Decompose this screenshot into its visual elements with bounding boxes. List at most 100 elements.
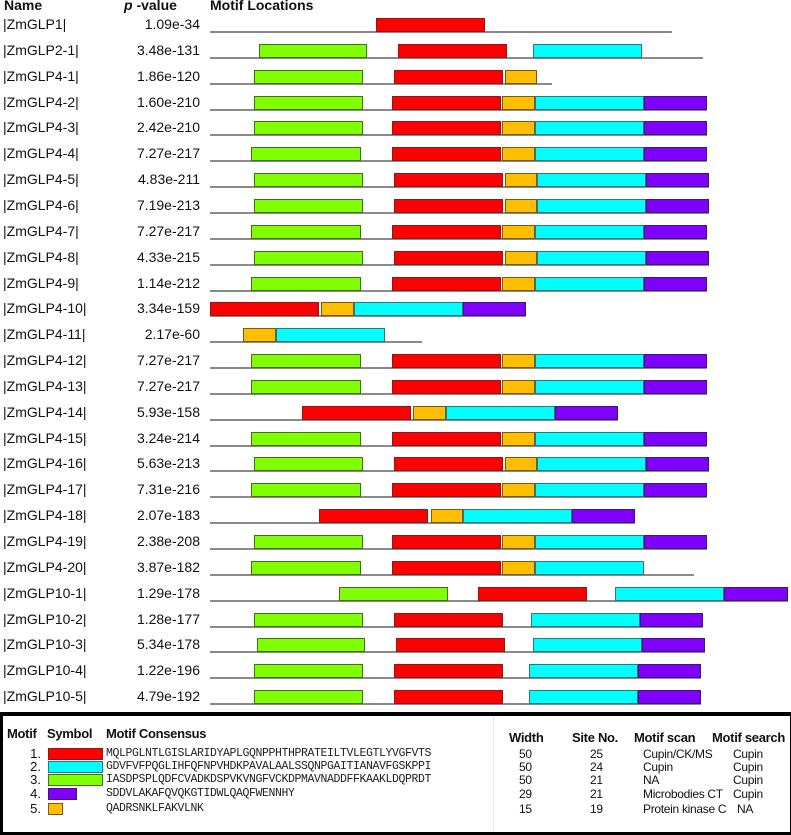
legend-header-symbol: Symbol <box>47 726 93 741</box>
legend-width: 15 <box>519 802 532 816</box>
sequence-row: |ZmGLP4-10| 3.34e-159 <box>0 297 791 323</box>
sequence-row: |ZmGLP4-6| 7.19e-213 <box>0 194 791 220</box>
legend-row: 2. GDVFVFPQGLIHFQFNPVHDKPAVALAALSSQNPGAIT… <box>3 759 790 774</box>
column-header-pvalue: p -value <box>124 0 177 13</box>
legend-motif-consensus: QADRSNKLFAKVLNK <box>106 802 204 815</box>
pvalue-italic-p: p <box>124 0 133 13</box>
motif-3-block <box>254 69 363 84</box>
motif-2-block <box>276 328 385 343</box>
sequence-pvalue: 1.29e-178 <box>136 584 200 601</box>
motif-2-block <box>535 535 644 549</box>
sequence-row: |ZmGLP10-3| 5.34e-178 <box>0 633 791 659</box>
motif-5-block <box>502 95 535 110</box>
sequence-row: |ZmGLP10-5| 4.79e-192 <box>0 685 791 711</box>
motif-1-block <box>376 18 485 32</box>
motif-4-block <box>638 690 701 705</box>
motif-4-block <box>644 121 707 136</box>
motif-3-block <box>254 612 363 627</box>
sequence-line <box>210 703 701 706</box>
sequence-row: |ZmGLP10-2| 1.28e-177 <box>0 608 791 634</box>
legend-motif-scan: Protein kinase C <box>643 802 727 816</box>
sequence-name: |ZmGLP4-18| <box>3 507 87 524</box>
legend-row: 3. IASDPSPLQDFCVADKDSPVKVNGFVCKDPMAVNADDF… <box>3 772 790 787</box>
motif-2-block <box>446 405 555 420</box>
sequence-row: |ZmGLP4-2| 1.60e-210 <box>0 91 791 117</box>
sequence-pvalue: 5.93e-158 <box>136 403 200 420</box>
motif-1-block <box>392 147 501 162</box>
sequence-line <box>210 548 707 550</box>
motif-4-block <box>644 147 707 162</box>
sequence-line <box>210 392 707 395</box>
motif-3-block <box>257 638 365 653</box>
sequence-line <box>210 211 709 214</box>
motif-5-block <box>505 250 537 265</box>
motif-1-block <box>478 586 587 601</box>
legend-width: 50 <box>519 773 532 787</box>
motif-3-block <box>254 690 363 705</box>
legend-motif-consensus: SDDVLAKAFQVQKGTIDWLQAQFWENNHY <box>106 787 295 800</box>
legend-site-no: 21 <box>590 787 603 801</box>
sequence-pvalue: 3.34e-159 <box>136 300 200 317</box>
sequence-name: |ZmGLP4-19| <box>3 533 87 549</box>
motif-1-block <box>394 690 503 705</box>
motif-5-block <box>502 354 535 369</box>
motif-4-block <box>724 586 788 601</box>
motif-4-block <box>646 457 709 472</box>
sequence-line <box>210 496 707 499</box>
motif-1-block <box>394 198 503 213</box>
sequence-row: |ZmGLP4-12| 7.27e-217 <box>0 349 791 375</box>
motif-2-block <box>535 560 644 575</box>
legend-header-motif: Motif <box>7 726 37 741</box>
motif-1-block <box>392 560 501 575</box>
sequence-name: |ZmGLP4-16| <box>3 455 87 472</box>
motif-1-block <box>392 431 501 446</box>
sequence-name: |ZmGLP10-5| <box>3 688 87 705</box>
sequence-pvalue: 1.22e-196 <box>136 662 200 679</box>
sequence-name: |ZmGLP4-14| <box>3 403 87 420</box>
sequence-line <box>210 134 707 137</box>
motif-1-block <box>392 276 501 291</box>
motif-1-block <box>394 69 503 84</box>
sequence-row: |ZmGLP4-7| 7.27e-217 <box>0 220 791 246</box>
motif-3-block <box>251 483 361 498</box>
sequence-name: |ZmGLP4-2| <box>3 93 79 110</box>
motif-1-block <box>392 379 501 394</box>
sequence-name: |ZmGLP1| <box>3 16 67 32</box>
legend-motif-scan: Cupin/CK/MS <box>643 747 713 761</box>
legend-motif-search: Cupin <box>733 747 763 761</box>
motif-2-block <box>463 509 572 524</box>
sequence-name: |ZmGLP4-3| <box>3 119 79 136</box>
legend-header-motif-scan: Motif scan <box>634 730 696 745</box>
sequence-row: |ZmGLP4-18| 2.07e-183 <box>0 504 791 530</box>
sequence-name: |ZmGLP4-5| <box>3 171 79 188</box>
motif-4-block <box>644 535 707 549</box>
sequence-pvalue: 1.60e-210 <box>136 93 200 110</box>
sequence-line <box>210 522 635 525</box>
motif-2-block <box>535 354 644 369</box>
legend-motif-search: Cupin <box>733 773 763 787</box>
motif-5-block <box>502 121 535 136</box>
motif-4-block <box>638 664 701 679</box>
sequence-row: |ZmGLP4-15| 3.24e-214 <box>0 427 791 453</box>
legend-motif-scan: Microbodies CT <box>643 787 723 801</box>
legend-motif-consensus: GDVFVFPQGLIHFQFNPVHDKPAVALAALSSQNPGAITIA… <box>106 760 432 773</box>
sequence-pvalue: 1.28e-177 <box>136 610 200 627</box>
sequence-name: |ZmGLP10-2| <box>3 610 87 627</box>
motif-1-block <box>394 173 503 188</box>
motif-5-block <box>502 560 535 575</box>
motif-3-block <box>254 95 363 110</box>
motif-1-block <box>398 43 507 58</box>
legend-site-no: 19 <box>590 802 603 816</box>
motif-legend-table: Motif Symbol Motif Consensus Width Site … <box>0 712 791 835</box>
motif-2-block <box>535 224 644 239</box>
sequence-name: |ZmGLP4-6| <box>3 196 79 213</box>
sequence-row: |ZmGLP4-9| 1.14e-212 <box>0 272 791 298</box>
sequence-row: |ZmGLP4-4| 7.27e-217 <box>0 142 791 168</box>
sequence-row: |ZmGLP4-17| 7.31e-216 <box>0 478 791 504</box>
sequence-name: |ZmGLP2-1| <box>3 41 79 58</box>
sequence-name: |ZmGLP4-8| <box>3 248 79 265</box>
motif-2-block <box>535 483 644 498</box>
motif-2-symbol <box>48 761 103 773</box>
sequence-pvalue: 2.38e-208 <box>136 533 200 549</box>
motif-5-block <box>502 535 535 549</box>
